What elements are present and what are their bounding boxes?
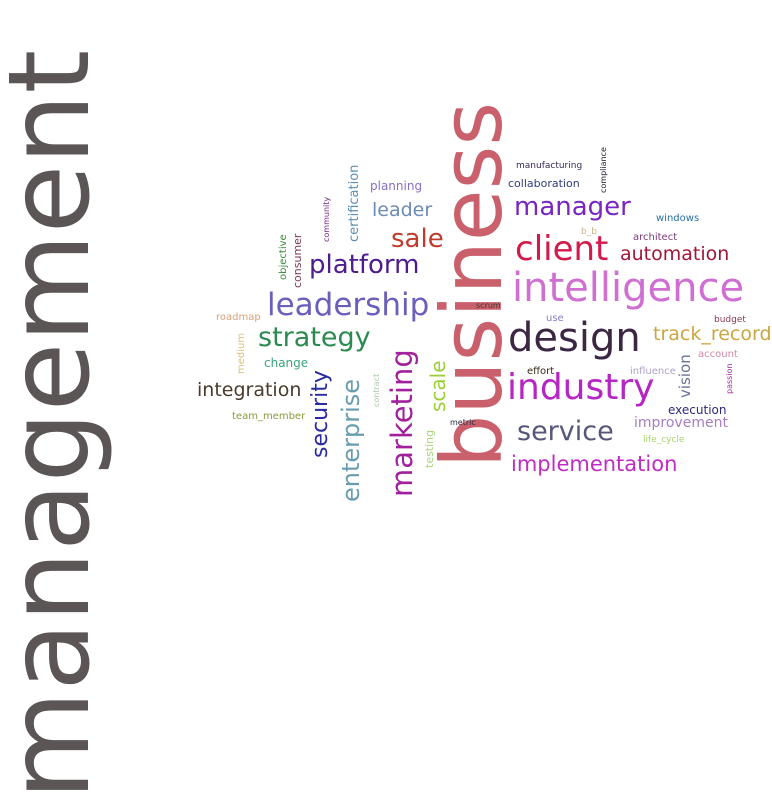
word-implementation: implementation <box>511 452 678 476</box>
word-collaboration: collaboration <box>508 177 580 190</box>
word-architect: architect <box>633 232 678 243</box>
word-service: service <box>517 416 614 447</box>
word-influence: influence <box>630 366 676 377</box>
word-business: business <box>423 101 521 468</box>
word-manager: manager <box>514 192 631 222</box>
word-passion: passion <box>725 363 734 394</box>
word-industry: industry <box>507 367 655 408</box>
word-medium: medium <box>236 332 247 374</box>
word-client: client <box>515 229 609 269</box>
word-platform: platform <box>309 250 420 280</box>
word-effort: effort <box>527 366 555 377</box>
word-community: community <box>322 196 331 242</box>
word-track-record: track_record <box>653 323 772 345</box>
word-leader: leader <box>372 199 433 221</box>
word-compliance: compliance <box>599 147 608 193</box>
word-windows: windows <box>656 213 700 224</box>
word-management: management <box>0 49 115 800</box>
word-roadmap: roadmap <box>216 312 261 323</box>
word-improvement: improvement <box>634 415 728 431</box>
word-design: design <box>508 315 641 361</box>
word-execution: execution <box>668 403 727 417</box>
word-consumer: consumer <box>291 233 304 288</box>
word-planning: planning <box>370 179 423 193</box>
word-scale: scale <box>426 360 450 412</box>
word-automation: automation <box>620 243 730 265</box>
word-team-member: team_member <box>232 411 306 422</box>
word-integration: integration <box>197 379 302 401</box>
word-account: account <box>698 349 738 360</box>
word-marketing: marketing <box>385 349 419 497</box>
word-life-cycle: life_cycle <box>643 435 685 445</box>
word-budget: budget <box>714 315 746 325</box>
word-contract: contract <box>372 373 381 407</box>
word-vision: vision <box>676 354 694 398</box>
word-certification: certification <box>347 164 362 242</box>
word-b-b: b_b <box>581 227 597 237</box>
word-security: security <box>308 370 333 458</box>
word-enterprise: enterprise <box>337 378 365 502</box>
word-change: change <box>264 356 309 370</box>
word-strategy: strategy <box>258 322 371 353</box>
word-manufacturing: manufacturing <box>516 161 583 171</box>
word-intelligence: intelligence <box>512 265 745 311</box>
word-metric: metric <box>450 418 476 427</box>
word-sale: sale <box>391 224 444 254</box>
word-use: use <box>546 313 564 324</box>
word-objective: objective <box>278 234 289 280</box>
word-scrum: scrum <box>476 301 501 310</box>
word-leadership: leadership <box>267 287 430 323</box>
word-testing: testing <box>423 429 436 468</box>
